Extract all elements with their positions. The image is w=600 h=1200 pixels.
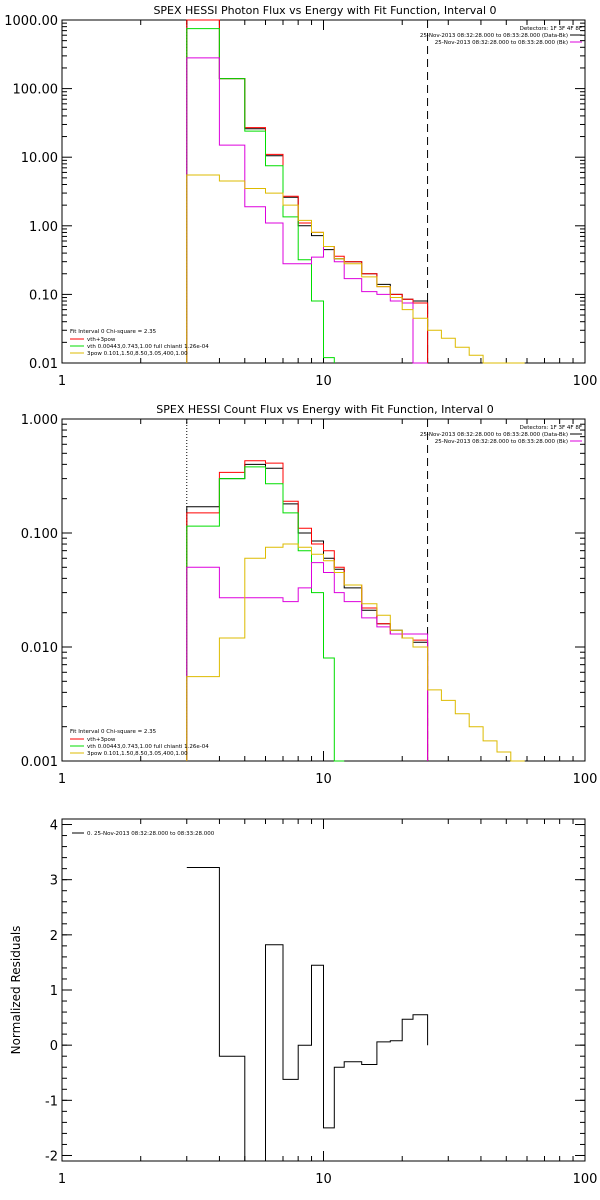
count-flux-x-tick-label: 100 (573, 772, 598, 787)
photon-flux-legend-data-bk: 25-Nov-2013 08:32:28.000 to 08:33:28.000… (420, 33, 568, 39)
residuals-series (186, 867, 429, 1162)
count-flux-y-tick-label: 0.010 (21, 641, 58, 656)
photon-flux-legend-fit: Fit Interval 0 Chi-square = 2.35 (70, 329, 157, 335)
count-flux-legend-bottom: Fit Interval 0 Chi-square = 2.35 vth+3po… (70, 729, 209, 757)
photon-flux-y-tick-label: 100.00 (13, 83, 59, 98)
residuals-y-tick-label: -2 (45, 1149, 58, 1164)
count-flux-x-tick-label: 10 (315, 772, 332, 787)
photon-flux-panel: SPEX HESSI Photon Flux vs Energy with Fi… (4, 4, 597, 389)
count-flux-legend-data-bk: 25-Nov-2013 08:32:28.000 to 08:33:28.000… (420, 432, 568, 438)
photon-flux-legend-detectors: Detectors: 1F 3F 4F 8F (520, 26, 582, 32)
count-flux-legend-detectors: Detectors: 1F 3F 4F 8F (520, 425, 582, 431)
photon-flux-x-tick-label: 100 (573, 374, 598, 389)
photon-flux-legend-3pow: 3pow 0.101,1.50,8.50,3.05,400,1.00 (87, 351, 188, 357)
residuals-y-tick-label: 0 (50, 1039, 58, 1054)
count-flux-axes: 1 10 100 0.001 0.010 0.100 1.000 (21, 413, 598, 787)
count-flux-series-red (186, 460, 429, 761)
count-flux-y-tick-label: 1.000 (21, 413, 58, 428)
photon-flux-series-gold (186, 174, 525, 364)
count-flux-legend-vth3pow: vth+3pow (87, 737, 116, 743)
photon-flux-legend-vth: vth 0.00443,0.743,1.00 full chianti 1.26… (87, 344, 209, 350)
photon-flux-title: SPEX HESSI Photon Flux vs Energy with Fi… (153, 4, 496, 17)
residuals-legend-label: 0. 25-Nov-2013 08:32:28.000 to 08:33:28.… (87, 831, 215, 837)
photon-flux-x-tick-label: 1 (58, 374, 66, 389)
photon-flux-y-tick-label: 10.00 (21, 151, 58, 166)
residuals-panel: 1 10 100 -2 -1 0 1 2 3 4 Normalized Residuals 0. … (9, 818, 597, 1187)
photon-flux-series-red (186, 19, 429, 363)
photon-flux-series-green (186, 28, 335, 363)
residuals-y-tick-label: 3 (50, 874, 58, 889)
photon-flux-legend-top: Detectors: 1F 3F 4F 8F 25-Nov-2013 08:32… (420, 26, 582, 46)
photon-flux-legend-bottom: Fit Interval 0 Chi-square = 2.35 vth+3po… (70, 329, 209, 357)
residuals-y-tick-label: 4 (50, 819, 58, 834)
photon-flux-series (186, 19, 525, 364)
count-flux-x-tick-label: 1 (58, 772, 66, 787)
count-flux-plot-frame (61, 418, 586, 762)
count-flux-series-black (186, 463, 429, 761)
photon-flux-y-tick-label: 0.01 (29, 357, 58, 372)
count-flux-series-magenta (186, 562, 429, 761)
count-flux-title: SPEX HESSI Count Flux vs Energy with Fit… (156, 403, 493, 416)
residuals-axes: 1 10 100 -2 -1 0 1 2 3 4 (45, 819, 597, 1187)
photon-flux-legend-vth3pow: vth+3pow (87, 337, 116, 343)
residuals-y-tick-label: 2 (50, 929, 58, 944)
count-flux-y-tick-label: 0.100 (21, 527, 58, 542)
residuals-y-axis-label: Normalized Residuals (9, 926, 23, 1055)
photon-flux-y-tick-label: 1.00 (29, 220, 58, 235)
count-flux-legend-3pow: 3pow 0.101,1.50,8.50,3.05,400,1.00 (87, 751, 188, 757)
photon-flux-series-black (186, 19, 429, 363)
count-flux-series-green (186, 466, 345, 762)
residuals-y-tick-label: -1 (45, 1094, 58, 1109)
residuals-y-tick-label: 1 (50, 984, 58, 999)
photon-flux-y-tick-label: 0.10 (29, 288, 58, 303)
residuals-x-tick-label: 1 (58, 1172, 66, 1187)
photon-flux-x-tick-label: 10 (315, 374, 332, 389)
count-flux-y-tick-label: 0.001 (21, 755, 58, 770)
count-flux-legend-bk: 25-Nov-2013 08:32:28.000 to 08:33:28.000… (435, 439, 568, 445)
residuals-series-black (186, 867, 429, 1162)
residuals-x-tick-label: 100 (573, 1172, 598, 1187)
count-flux-series (186, 460, 525, 762)
count-flux-series-gold (186, 543, 525, 762)
photon-flux-series-magenta (186, 57, 428, 364)
count-flux-legend-fit: Fit Interval 0 Chi-square = 2.35 (70, 729, 157, 735)
count-flux-legend-vth: vth 0.00443,0.743,1.00 full chianti 1.26… (87, 744, 209, 750)
photon-flux-axes: 1 10 100 0.01 0.10 1.00 10.00 100.00 1000.00 (4, 14, 597, 389)
residuals-x-tick-label: 10 (315, 1172, 332, 1187)
count-flux-legend-top: Detectors: 1F 3F 4F 8F 25-Nov-2013 08:32… (420, 425, 582, 445)
photon-flux-y-tick-label: 1000.00 (4, 14, 58, 29)
photon-flux-legend-bk: 25-Nov-2013 08:32:28.000 to 08:33:28.000… (435, 40, 568, 46)
count-flux-panel: SPEX HESSI Count Flux vs Energy with Fit… (21, 403, 598, 787)
